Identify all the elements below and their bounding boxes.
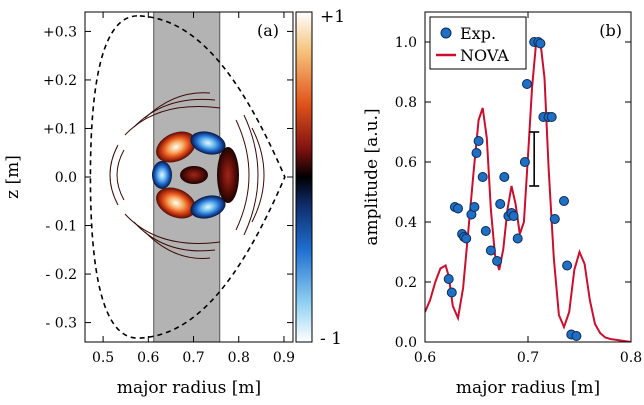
exp-point: [562, 260, 573, 271]
lobe-dark-center: [180, 166, 208, 184]
exp-point: [477, 172, 488, 182]
exp-point: [512, 233, 523, 244]
colorbar: +1 - 1: [295, 7, 345, 349]
x-tick-label: 0.6: [414, 350, 436, 366]
x-tick-label: 0.8: [620, 350, 642, 366]
panel-b-plot-area: [425, 37, 631, 342]
panel-a: 0.5 0.6 0.7 0.8 0.9 +0.3 +0.2 +0.1 0.0 - 0.1 - 0.2…: [3, 11, 295, 398]
y-tick-label: +0.1: [43, 121, 77, 137]
x-tick-label: 0.5: [92, 350, 114, 366]
y-tick-label: 0.2: [395, 275, 417, 291]
colorbar-gradient: [295, 11, 313, 343]
panel-a-plot-area: [89, 12, 286, 342]
y-tick-label: +0.2: [43, 73, 77, 89]
lobe-blue-center: [152, 161, 172, 189]
legend-nova-label: NOVA: [460, 46, 509, 65]
x-tick-label: 0.6: [137, 350, 159, 366]
wave-arc: [144, 231, 211, 259]
exp-point: [495, 199, 506, 209]
x-tick-label: 0.7: [182, 350, 204, 366]
y-tick-label: - 0.1: [46, 219, 77, 235]
wave-arc: [116, 149, 125, 201]
lobe-dark-right: [217, 147, 239, 203]
exp-point: [559, 196, 569, 206]
exp-point: [535, 38, 546, 49]
y-tick-label: 0.6: [395, 155, 417, 171]
exp-point: [492, 256, 503, 266]
lobe-red-upper: [156, 131, 196, 163]
exp-point: [469, 202, 480, 212]
plasma-boundary: [89, 15, 286, 339]
exp-point: [519, 157, 530, 167]
y-tick-label: 0.8: [395, 95, 417, 111]
wave-arc: [109, 144, 119, 206]
error-bar: [529, 131, 540, 187]
legend-box: [429, 16, 527, 70]
exp-point: [499, 172, 510, 182]
y-tick-label: 0.0: [395, 335, 417, 351]
wave-arc: [124, 106, 221, 136]
exp-point: [471, 148, 482, 158]
exp-point: [508, 211, 519, 221]
panel-b-ticks: 0.6 0.7 0.8 0.0 0.2 0.4 0.6 0.8 1.0: [395, 12, 642, 366]
lobe-blue-upper: [190, 131, 226, 155]
panel-a-xlabel: major radius [m]: [117, 378, 261, 398]
y-tick-label: +0.3: [43, 24, 77, 40]
wave-arc: [133, 221, 216, 252]
panel-a-ylabel: z [m]: [3, 155, 23, 199]
wave-arc: [124, 213, 221, 244]
wave-arc: [133, 98, 216, 128]
exp-point: [485, 245, 496, 256]
x-tick-label: 0.9: [273, 350, 295, 366]
colorbar-min-label: - 1: [320, 329, 342, 349]
panel-b-xlabel: major radius [m]: [456, 378, 600, 398]
lobe-red-lower: [156, 187, 196, 219]
wave-arc: [251, 127, 265, 223]
legend: Exp. NOVA: [429, 16, 527, 70]
mode-structure: [152, 131, 239, 219]
legend-exp-marker: [440, 27, 452, 39]
exp-point: [480, 226, 491, 236]
wave-arc: [235, 119, 250, 231]
wave-arc: [144, 92, 211, 119]
exp-point: [571, 331, 582, 341]
wave-arc: [243, 114, 259, 236]
panel-b: 0.6 0.7 0.8 0.0 0.2 0.4 0.6 0.8 1.0 (b) major ra…: [362, 11, 642, 398]
legend-exp-label: Exp.: [460, 24, 496, 43]
y-tick-label: - 0.2: [46, 267, 77, 283]
panel-b-tag: (b): [599, 21, 622, 40]
y-tick-label: 1.0: [395, 35, 417, 51]
exp-point: [473, 136, 484, 146]
wave-arcs: [109, 92, 265, 259]
y-tick-label: 0.0: [55, 170, 77, 186]
exp-point: [446, 287, 457, 298]
exp-point: [546, 112, 557, 122]
exp-point: [443, 274, 454, 284]
y-tick-label: 0.4: [395, 215, 417, 231]
panel-a-ticks: 0.5 0.6 0.7 0.8 0.9 +0.3 +0.2 +0.1 0.0 - 0.1 - 0.2…: [43, 12, 295, 366]
x-tick-label: 0.7: [517, 350, 539, 366]
y-tick-label: - 0.3: [46, 316, 77, 332]
exp-points: [443, 37, 582, 341]
x-tick-label: 0.8: [228, 350, 250, 366]
colorbar-max-label: +1: [320, 7, 345, 27]
exp-point: [549, 214, 560, 224]
exp-point: [461, 233, 472, 244]
exp-point: [522, 79, 532, 89]
panel-a-tag: (a): [257, 21, 279, 40]
exp-point: [453, 203, 463, 214]
panel-b-ylabel: amplitude [a.u.]: [362, 108, 382, 245]
lobe-blue-lower: [190, 195, 226, 219]
